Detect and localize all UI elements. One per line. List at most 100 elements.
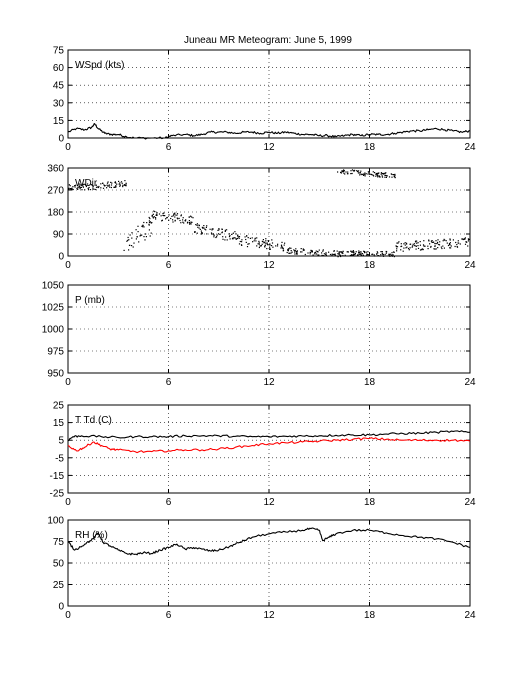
wdir-dot	[321, 254, 323, 256]
pressure-ytick-label: 1000	[42, 325, 65, 336]
temp-ytick-label: -5	[55, 453, 64, 464]
rh-xtick-label: 6	[166, 610, 172, 621]
wdir-dot	[371, 174, 373, 176]
wdir-dot	[269, 248, 271, 250]
wdir-dot	[296, 251, 298, 253]
wdir-dot	[358, 250, 360, 252]
wdir-dot	[224, 229, 226, 231]
wspd-ytick-label: 0	[58, 134, 64, 145]
wdir-dot	[295, 248, 297, 250]
wdir-dot	[136, 236, 138, 238]
wdir-dot	[93, 188, 95, 190]
wspd-xtick-label: 6	[166, 142, 172, 153]
wdir-dot	[365, 173, 367, 175]
wdir-dot	[228, 236, 231, 238]
wdir-dot	[427, 248, 429, 250]
wdir-dot	[119, 182, 121, 184]
wdir-dot	[148, 216, 150, 219]
wdir-dot	[363, 173, 365, 175]
wdir-dot	[396, 250, 398, 252]
wdir-dot	[102, 187, 105, 189]
wdir-dot	[381, 172, 383, 175]
wdir-dot	[141, 225, 143, 227]
wdir-dot	[237, 235, 239, 237]
wdir-dot	[156, 212, 158, 214]
wdir-dot	[284, 242, 286, 244]
wdir-dot	[78, 183, 80, 185]
wdir-dot	[206, 225, 208, 227]
wdir-dot	[139, 235, 141, 237]
wdir-dot	[137, 225, 139, 227]
wdir-dot	[360, 255, 362, 257]
wdir-dot	[80, 186, 82, 188]
wdir-dot	[276, 245, 279, 247]
wdir-dot	[176, 213, 179, 215]
wdir-dot	[376, 174, 378, 176]
wdir-dot	[360, 173, 362, 175]
wdir-dot	[149, 221, 152, 223]
wdir-dot	[125, 183, 127, 185]
wdir-dot	[221, 228, 223, 230]
wdir-dot	[346, 173, 349, 175]
wdir-dot	[378, 175, 380, 177]
wdir-dot	[312, 254, 314, 256]
wdir-xtick-label: 6	[166, 260, 172, 271]
wdir-dot	[290, 247, 292, 249]
wdir-dot	[143, 236, 145, 238]
wdir-dot	[177, 218, 179, 220]
wdir-xtick-label: 12	[263, 260, 275, 271]
wdir-dot	[434, 245, 436, 247]
wdir-dot	[182, 219, 184, 221]
wspd-xtick-label: 12	[263, 142, 275, 153]
wdir-dot	[153, 210, 155, 212]
wdir-dot	[295, 253, 298, 255]
wdir-dot	[296, 253, 298, 255]
wdir-dot	[434, 248, 436, 250]
wdir-dot	[196, 224, 198, 226]
wdir-dot	[366, 253, 368, 255]
wspd-xtick-label: 18	[364, 142, 376, 153]
wdir-dot	[234, 237, 236, 239]
wdir-dot	[436, 243, 438, 245]
wdir-dot	[195, 224, 197, 226]
rh-series-0-line	[67, 527, 471, 556]
wdir-dot	[74, 185, 76, 187]
wdir-dot	[423, 240, 425, 242]
wdir-dot	[363, 174, 365, 176]
wdir-dot	[211, 229, 213, 231]
wdir-dot	[188, 220, 190, 222]
wdir-dot	[148, 223, 150, 225]
wdir-dot	[82, 185, 84, 187]
wspd-panel: 0 6 12 18 24 0 15 30 45 60 75 WSpd (kts)	[53, 46, 476, 154]
wdir-dot	[416, 240, 418, 242]
wdir-dot	[394, 177, 396, 179]
wdir-dot	[238, 243, 241, 245]
wdir-dot	[174, 216, 176, 218]
wdir-dot	[216, 236, 218, 238]
wdir-dot	[440, 246, 442, 248]
wdir-dot	[370, 173, 372, 175]
wdir-dot	[343, 170, 345, 172]
wdir-dot	[127, 239, 129, 241]
wdir-dot	[209, 228, 211, 230]
wdir-dot	[234, 231, 236, 233]
wdir-dot	[190, 221, 192, 223]
wdir-dot	[393, 176, 395, 178]
wdir-dot	[155, 217, 157, 219]
wdir-dot	[350, 254, 353, 256]
wdir-dot	[438, 244, 441, 246]
wdir-dot	[329, 253, 332, 256]
wdir-dot	[127, 236, 129, 239]
wdir-dot	[182, 217, 184, 219]
wdir-dot	[107, 185, 109, 187]
wdir-dot	[393, 256, 395, 258]
wdir-dot	[162, 214, 164, 216]
wdir-dot	[71, 188, 73, 190]
wdir-ytick-label: 0	[58, 252, 64, 263]
wdir-dot	[191, 216, 193, 218]
wdir-dot	[87, 188, 90, 191]
wdir-dot	[422, 248, 424, 251]
wdir-dot	[190, 215, 192, 217]
wdir-dot	[459, 243, 461, 245]
